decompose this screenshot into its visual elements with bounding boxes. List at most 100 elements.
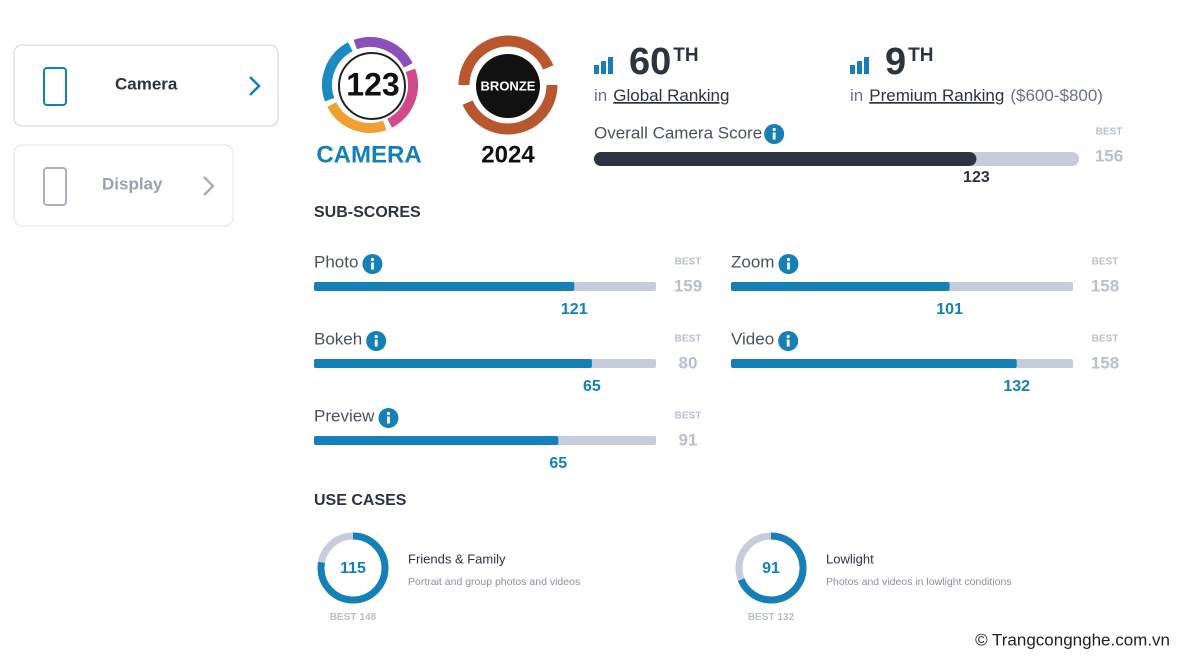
- ring-fill: [735, 532, 807, 604]
- nav-item[interactable]: Display: [13, 144, 234, 227]
- award-label: BRONZE: [481, 78, 536, 93]
- ranking-text: in Global Ranking: [594, 86, 729, 105]
- best-label: BEST: [330, 612, 357, 623]
- info-dot: [370, 257, 375, 262]
- chevron: [249, 76, 261, 96]
- badge-ring: [322, 37, 418, 133]
- best-value: 158: [1091, 276, 1119, 295]
- subscore-label: Preview: [314, 406, 375, 425]
- badge-year: 2024: [481, 141, 535, 168]
- section-title: USE CASES: [314, 492, 407, 509]
- best-label: BEST: [1096, 127, 1123, 138]
- best-value: 91: [679, 430, 698, 449]
- score-value: 101: [936, 301, 963, 318]
- subscore-label: Bokeh: [314, 329, 362, 348]
- info-dot: [772, 127, 776, 132]
- best-value: 80: [679, 353, 698, 372]
- ring-fill: [317, 532, 389, 604]
- phone-icon: [43, 67, 67, 106]
- nav-card: [13, 44, 279, 127]
- nav-item[interactable]: Camera: [13, 44, 279, 127]
- ring-best: BEST 148: [330, 612, 377, 623]
- info-stem: [787, 262, 790, 270]
- chevron: [203, 176, 215, 196]
- nav-label: Display: [102, 174, 163, 193]
- score-value: 123: [963, 169, 990, 186]
- ranking-prefix: in: [594, 86, 607, 105]
- best-label: BEST: [1092, 334, 1119, 345]
- nav-label: Camera: [115, 74, 178, 93]
- ring-best: BEST 132: [748, 612, 795, 623]
- bar-fill: [314, 359, 592, 368]
- info-icon: [362, 254, 383, 274]
- ring-value: 91: [762, 560, 780, 577]
- info-icon: [378, 408, 399, 428]
- ranking-icon-bar: [594, 65, 599, 74]
- ranking-rank: 9: [885, 41, 906, 83]
- best-value: 156: [1095, 146, 1123, 165]
- ranking-icon-bar: [857, 61, 862, 74]
- info-stem: [772, 132, 776, 140]
- bar-fill: [731, 282, 950, 291]
- badge-core: [338, 52, 406, 120]
- bar-fill: [314, 436, 559, 445]
- ranking-icon-bar: [864, 57, 869, 74]
- subscore-label: Photo: [314, 252, 358, 271]
- ranking-rank: 60: [629, 41, 671, 83]
- use-case-name: Friends & Family: [408, 551, 506, 566]
- watermark: © Trangcongnghe.com.vn: [975, 630, 1170, 649]
- ranking-icon-bar: [601, 61, 606, 74]
- overall-label: Overall Camera Score: [594, 123, 762, 142]
- badge-score: 123: [346, 66, 399, 102]
- best-label: BEST: [748, 612, 775, 623]
- ranking-suffix: TH: [908, 45, 933, 66]
- subscore-label: Zoom: [731, 252, 774, 271]
- best-label: BEST: [1092, 257, 1119, 268]
- info-icon: [778, 331, 799, 351]
- info-icon: [366, 331, 387, 351]
- award-ring: [458, 35, 558, 135]
- ranking-icon-bar: [850, 65, 855, 74]
- score-value: 132: [1003, 378, 1030, 395]
- info-dot: [786, 257, 791, 262]
- badge-label: CAMERA: [316, 141, 421, 168]
- badge-ring: [322, 37, 419, 133]
- info-icon: [778, 254, 799, 274]
- subscore-label: Video: [731, 329, 774, 348]
- ranking-link[interactable]: Premium Ranking: [869, 86, 1004, 105]
- ranking-text: in Premium Ranking ($600-$800): [850, 86, 1103, 105]
- score-value: 121: [561, 301, 588, 318]
- info-dot: [386, 411, 391, 416]
- score-value: 65: [583, 378, 601, 395]
- phone-icon: [43, 167, 67, 206]
- info-stem: [374, 339, 378, 347]
- info-dot: [374, 334, 378, 339]
- ranking-range: ($600-$800): [1010, 86, 1103, 105]
- info-stem: [786, 339, 790, 347]
- ranking-suffix: TH: [673, 45, 698, 66]
- best-label: BEST: [675, 257, 702, 268]
- score-value: 65: [549, 455, 567, 472]
- use-case-description: Portrait and group photos and videos: [408, 576, 580, 588]
- best-value: 159: [674, 276, 702, 295]
- best-label: BEST: [675, 334, 702, 345]
- bar-fill: [594, 152, 977, 166]
- best-value: 148: [359, 612, 376, 623]
- ranking-icon-bar: [608, 57, 613, 74]
- ranking-link[interactable]: Global Ranking: [613, 86, 729, 105]
- award-core: [476, 54, 540, 118]
- section-title: SUB-SCORES: [314, 204, 421, 221]
- best-label: BEST: [675, 411, 702, 422]
- use-case-name: Lowlight: [826, 551, 874, 566]
- best-value: 132: [777, 612, 794, 623]
- ring-value: 115: [340, 560, 366, 577]
- use-case-description: Photos and videos in lowlight conditions: [826, 576, 1012, 588]
- bar-fill: [731, 359, 1017, 368]
- bar-fill: [314, 282, 575, 291]
- nav-card: [13, 144, 234, 227]
- info-dot: [786, 334, 790, 339]
- best-value: 158: [1091, 353, 1119, 372]
- ranking-prefix: in: [850, 86, 863, 105]
- info-stem: [387, 416, 390, 424]
